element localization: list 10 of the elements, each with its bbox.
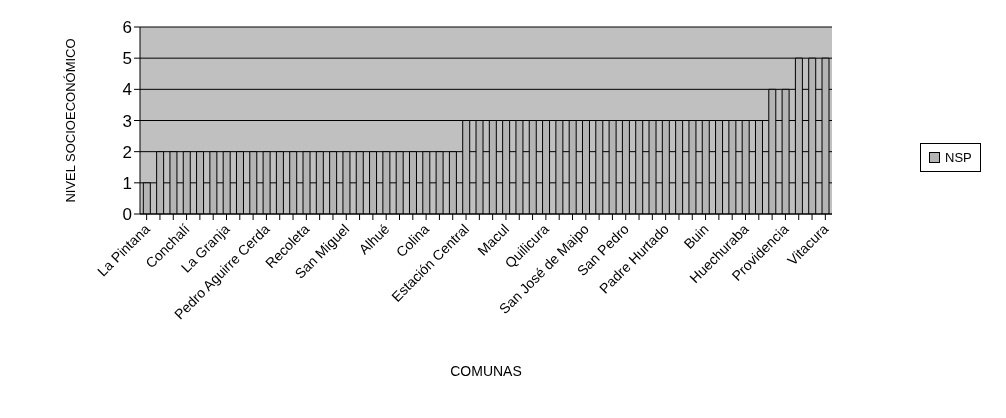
y-tick-label: 6 (122, 18, 132, 38)
y-axis-title: NIVEL SOCIOECONÓMICO (62, 38, 78, 203)
y-tick-label: 0 (122, 205, 132, 225)
y-tick-label: 1 (122, 173, 132, 193)
y-tick-label: 2 (122, 142, 132, 162)
y-tick-label: 4 (122, 80, 132, 100)
y-tick-label: 5 (122, 49, 132, 69)
legend-label: NSP (945, 150, 972, 165)
y-tick-label: 3 (122, 111, 132, 131)
x-axis-title: COMUNAS (450, 363, 522, 379)
